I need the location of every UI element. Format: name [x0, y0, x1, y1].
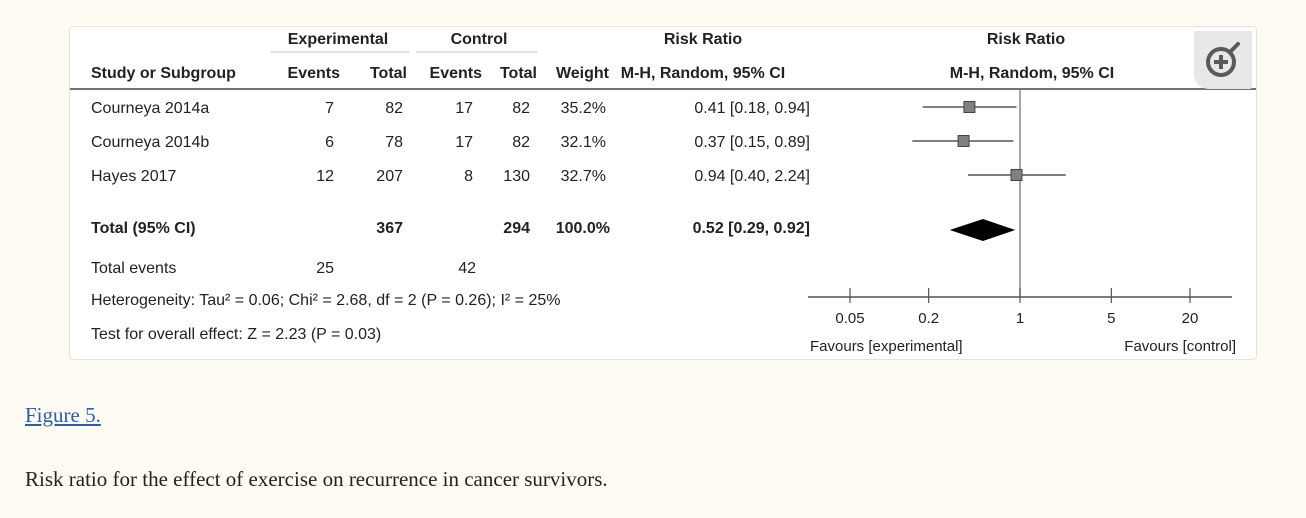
exp-total: 207 — [376, 168, 403, 185]
x-axis-tick-label: 0.2 — [918, 310, 939, 327]
col-method-left: M-H, Random, 95% CI — [621, 65, 785, 82]
zoom-button[interactable] — [1194, 31, 1252, 89]
total-ctrl-total: 294 — [503, 220, 530, 237]
col-ctrl-events: Events — [430, 65, 483, 82]
weight: 32.7% — [561, 168, 606, 185]
header-risk-ratio-left: Risk Ratio — [664, 31, 742, 48]
ci-text: 0.94 [0.40, 2.24] — [694, 168, 810, 185]
zoom-in-icon — [1206, 42, 1240, 77]
col-exp-total: Total — [370, 65, 407, 82]
pooled-diamond — [949, 219, 1016, 241]
ctrl-events: 17 — [455, 134, 473, 151]
total-events-exp: 25 — [316, 260, 334, 277]
col-study: Study or Subgroup — [91, 65, 236, 82]
x-axis-tick-label: 0.05 — [835, 310, 864, 327]
exp-events: 12 — [316, 168, 334, 185]
ctrl-events: 17 — [455, 100, 473, 117]
ctrl-total: 130 — [503, 168, 530, 185]
favours-experimental-label: Favours [experimental] — [810, 338, 963, 355]
ci-text: 0.41 [0.18, 0.94] — [694, 100, 810, 117]
ctrl-total: 82 — [512, 134, 530, 151]
exp-total: 78 — [385, 134, 403, 151]
exp-events: 7 — [325, 100, 334, 117]
x-axis-tick-label: 5 — [1107, 310, 1115, 327]
col-weight: Weight — [556, 65, 610, 82]
header-experimental: Experimental — [288, 31, 388, 48]
heterogeneity-text: Heterogeneity: Tau² = 0.06; Chi² = 2.68,… — [91, 292, 560, 309]
figure-caption: Risk ratio for the effect of exercise on… — [25, 467, 608, 491]
header-risk-ratio-right: Risk Ratio — [987, 31, 1065, 48]
study-point-marker — [1010, 169, 1023, 181]
exp-events: 6 — [325, 134, 334, 151]
overall-effect-text: Test for overall effect: Z = 2.23 (P = 0… — [91, 326, 381, 343]
ctrl-total: 82 — [512, 100, 530, 117]
study-point-marker — [957, 135, 970, 147]
study-point-marker — [963, 101, 976, 113]
col-method-right: M-H, Random, 95% CI — [950, 65, 1114, 82]
total-ci-text: 0.52 [0.29, 0.92] — [693, 220, 810, 237]
exp-total: 82 — [385, 100, 403, 117]
weight: 35.2% — [561, 100, 606, 117]
study-name: Courneya 2014b — [91, 134, 209, 151]
total-events-label: Total events — [91, 260, 176, 277]
total-label: Total (95% CI) — [91, 220, 196, 237]
total-events-ctrl: 42 — [458, 260, 476, 277]
study-name: Hayes 2017 — [91, 168, 176, 185]
col-exp-events: Events — [288, 65, 341, 82]
x-axis-tick-label: 1 — [1016, 310, 1024, 327]
col-ctrl-total: Total — [500, 65, 537, 82]
table-row: Courneya 2014a 7 82 17 82 35.2% 0.41 [0.… — [91, 100, 810, 117]
table-row: Hayes 2017 12 207 8 130 32.7% 0.94 [0.40… — [91, 168, 810, 185]
total-row: Total (95% CI) 367 294 100.0% 0.52 [0.29… — [91, 220, 810, 237]
ci-text: 0.37 [0.15, 0.89] — [694, 134, 810, 151]
ctrl-events: 8 — [464, 168, 473, 185]
forest-plot-area: 0.05 0.2 1 5 20 Favours [experimental] Favours… — [808, 89, 1236, 355]
forest-plot-figure: Experimental Control Risk Ratio Risk Rat… — [69, 26, 1257, 360]
total-events-row: Total events 25 42 — [91, 260, 476, 277]
figure-link[interactable]: Figure 5. — [25, 403, 101, 427]
study-name: Courneya 2014a — [91, 100, 209, 117]
header-control: Control — [451, 31, 508, 48]
total-weight: 100.0% — [556, 220, 610, 237]
total-exp-total: 367 — [376, 220, 403, 237]
forest-plot-svg: Experimental Control Risk Ratio Risk Rat… — [70, 31, 1256, 355]
table-row: Courneya 2014b 6 78 17 82 32.1% 0.37 [0.… — [91, 134, 810, 151]
weight: 32.1% — [561, 134, 606, 151]
x-axis-tick-label: 20 — [1182, 310, 1199, 327]
favours-control-label: Favours [control] — [1124, 338, 1236, 355]
